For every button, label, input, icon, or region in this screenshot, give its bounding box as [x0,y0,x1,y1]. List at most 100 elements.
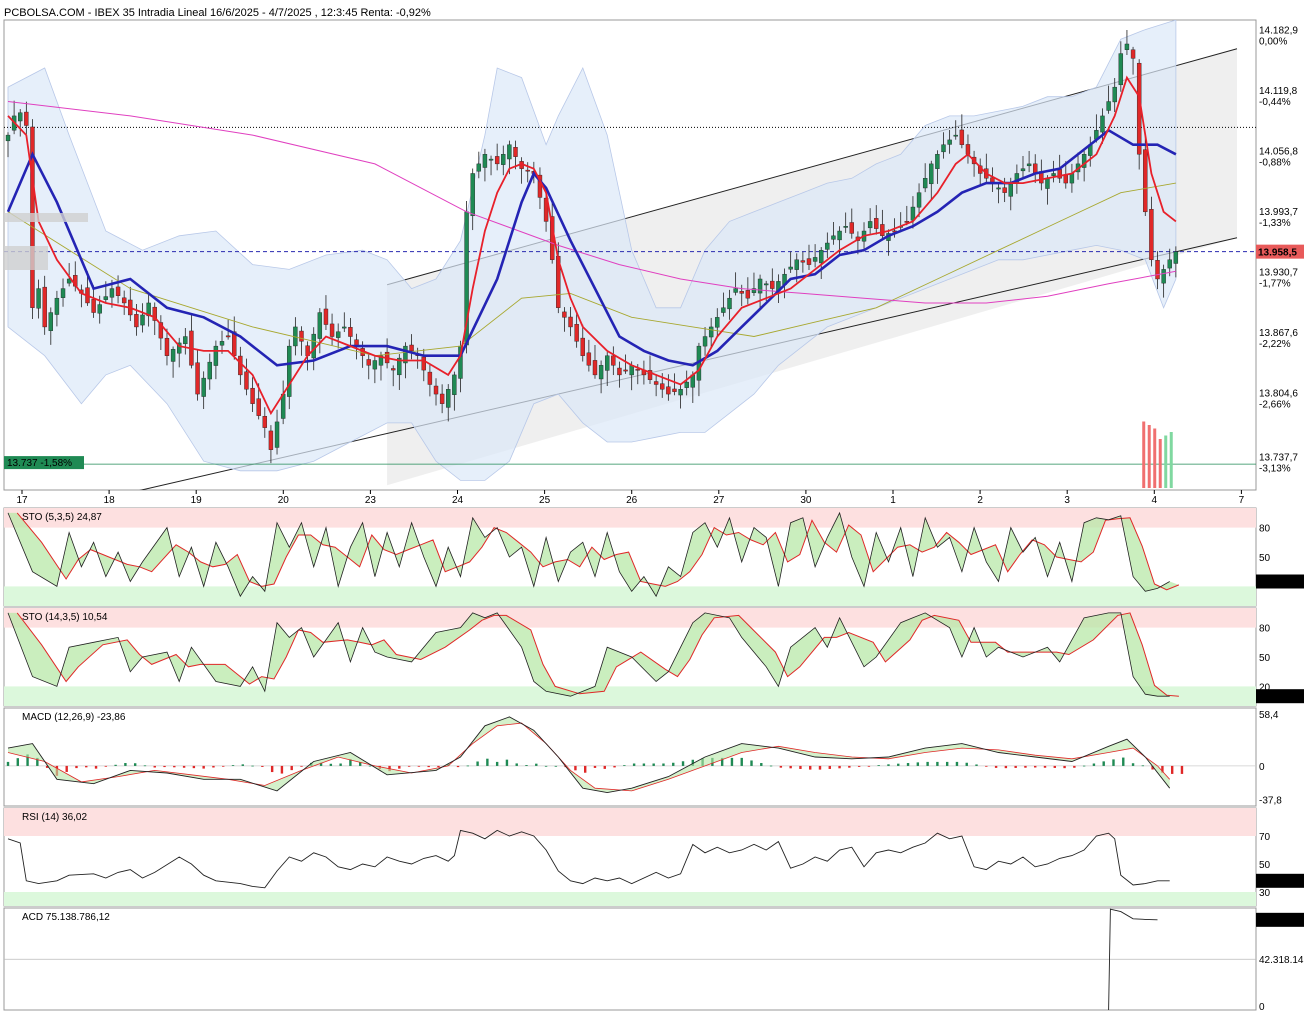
candle-body [1118,53,1124,86]
candle-body [702,336,708,347]
macd-histogram-bar [623,765,626,766]
macd-histogram-bar [1082,765,1086,767]
sto-tick-label: 20 [1259,682,1271,693]
x-tick-label: 1 [890,495,896,506]
macd-histogram-bar [85,765,88,768]
macd-histogram-bar [280,765,284,774]
candle-body [24,111,29,126]
candle-body [1167,259,1172,269]
candle-body [164,337,170,356]
macd-histogram-bar [398,765,401,769]
macd-histogram-bar [339,763,342,766]
price-tick-label: 13.737,7 [1259,452,1298,463]
left-block-1 [4,213,88,222]
candle-body [391,368,396,371]
candle-body [446,389,451,408]
candle-body [672,388,677,392]
candle-body [250,387,255,404]
candle-body [635,368,640,371]
current-price-tag-bg [1256,244,1304,259]
x-tick-label: 7 [1239,495,1245,506]
overbought-zone [4,508,1256,528]
macd-histogram-bar [104,765,108,767]
macd-histogram-bar [124,763,127,766]
candle-body [213,345,219,366]
macd-histogram-bar [750,760,753,766]
macd-histogram-bar [760,763,763,766]
candle-body [1143,149,1148,213]
candle-body [727,297,732,310]
acd-last-tag-bg [1256,912,1304,927]
candle-body [617,367,622,376]
overbought-zone [4,608,1256,628]
price-tick-label: 14.182,9 [1259,25,1298,36]
sto-k-line [7,612,1170,697]
candle-body [109,288,115,298]
macd-histogram-bar [16,758,19,766]
macd-histogram-bar [720,757,724,766]
candle-body [947,139,952,145]
current-price-tag: 13.958,5 [1258,248,1297,259]
candle-body [1045,178,1050,189]
candle-body [874,218,879,229]
macd-histogram-bar [417,765,421,767]
price-tick-label: 13.804,6 [1259,388,1298,399]
candle-body [586,352,592,366]
x-tick-label: 19 [191,495,203,506]
candle-body [494,156,500,165]
candle-body [378,355,384,366]
macd-histogram-bar [515,763,518,766]
macd-histogram-bar [593,765,597,768]
candle-body [513,147,518,157]
macd-histogram-bar [1092,763,1096,766]
candle-body [684,381,689,388]
macd-histogram-bar [535,763,538,766]
candle-body [812,257,818,262]
candle-body [715,317,720,328]
macd-histogram-bar [965,762,968,766]
candle-body [501,154,506,165]
candle-body [409,344,414,352]
macd-histogram-bar [143,765,147,767]
macd-histogram-bar [642,763,646,766]
candle-body [831,235,836,240]
macd-histogram-bar [525,765,528,766]
price-panel: 14.182,90,00% 14.119,8-0,44% 14.056,8-0,88… [3,19,1304,506]
macd-histogram-bar [916,762,920,766]
candle-body [207,361,212,380]
volume-bar [1158,439,1162,488]
candle-body [329,323,335,337]
candle-body [660,383,665,390]
macd-histogram-bar [818,765,822,770]
macd-histogram-bar [1024,765,1027,768]
macd-tick-label: 58,4 [1259,710,1279,721]
candle-body [788,266,793,270]
macd-histogram-bar [877,765,880,766]
candle-body [562,311,567,318]
sto-k-line [7,511,1170,598]
macd-histogram-bar [1053,765,1056,768]
macd-histogram-bar [779,765,783,768]
acd-line [1108,908,1158,1011]
macd-histogram-bar [358,762,362,766]
candle-body [323,308,329,325]
candle-body [1100,115,1105,133]
macd-histogram-bar [36,757,39,766]
price-tick-label: 13.930,7 [1259,267,1298,278]
macd-histogram-bar [231,765,235,766]
candle-body [843,226,848,228]
macd-histogram-bar [290,765,293,771]
macd-histogram-bar [975,764,978,766]
candle-body [470,173,475,217]
macd-histogram-bar [1073,765,1076,768]
rsi-tick-label: 30 [1259,888,1271,899]
candle-body [5,134,11,142]
candle-body [904,221,910,223]
macd-histogram-bar [769,765,773,767]
macd-histogram-bar [613,765,616,768]
candle-body [48,312,54,331]
x-tick-label: 17 [16,495,28,506]
macd-histogram-bar [26,754,29,766]
price-tick-pct: -0,88% [1259,157,1291,168]
sto-header: STO (5,3,5) 24,87 [22,512,102,523]
